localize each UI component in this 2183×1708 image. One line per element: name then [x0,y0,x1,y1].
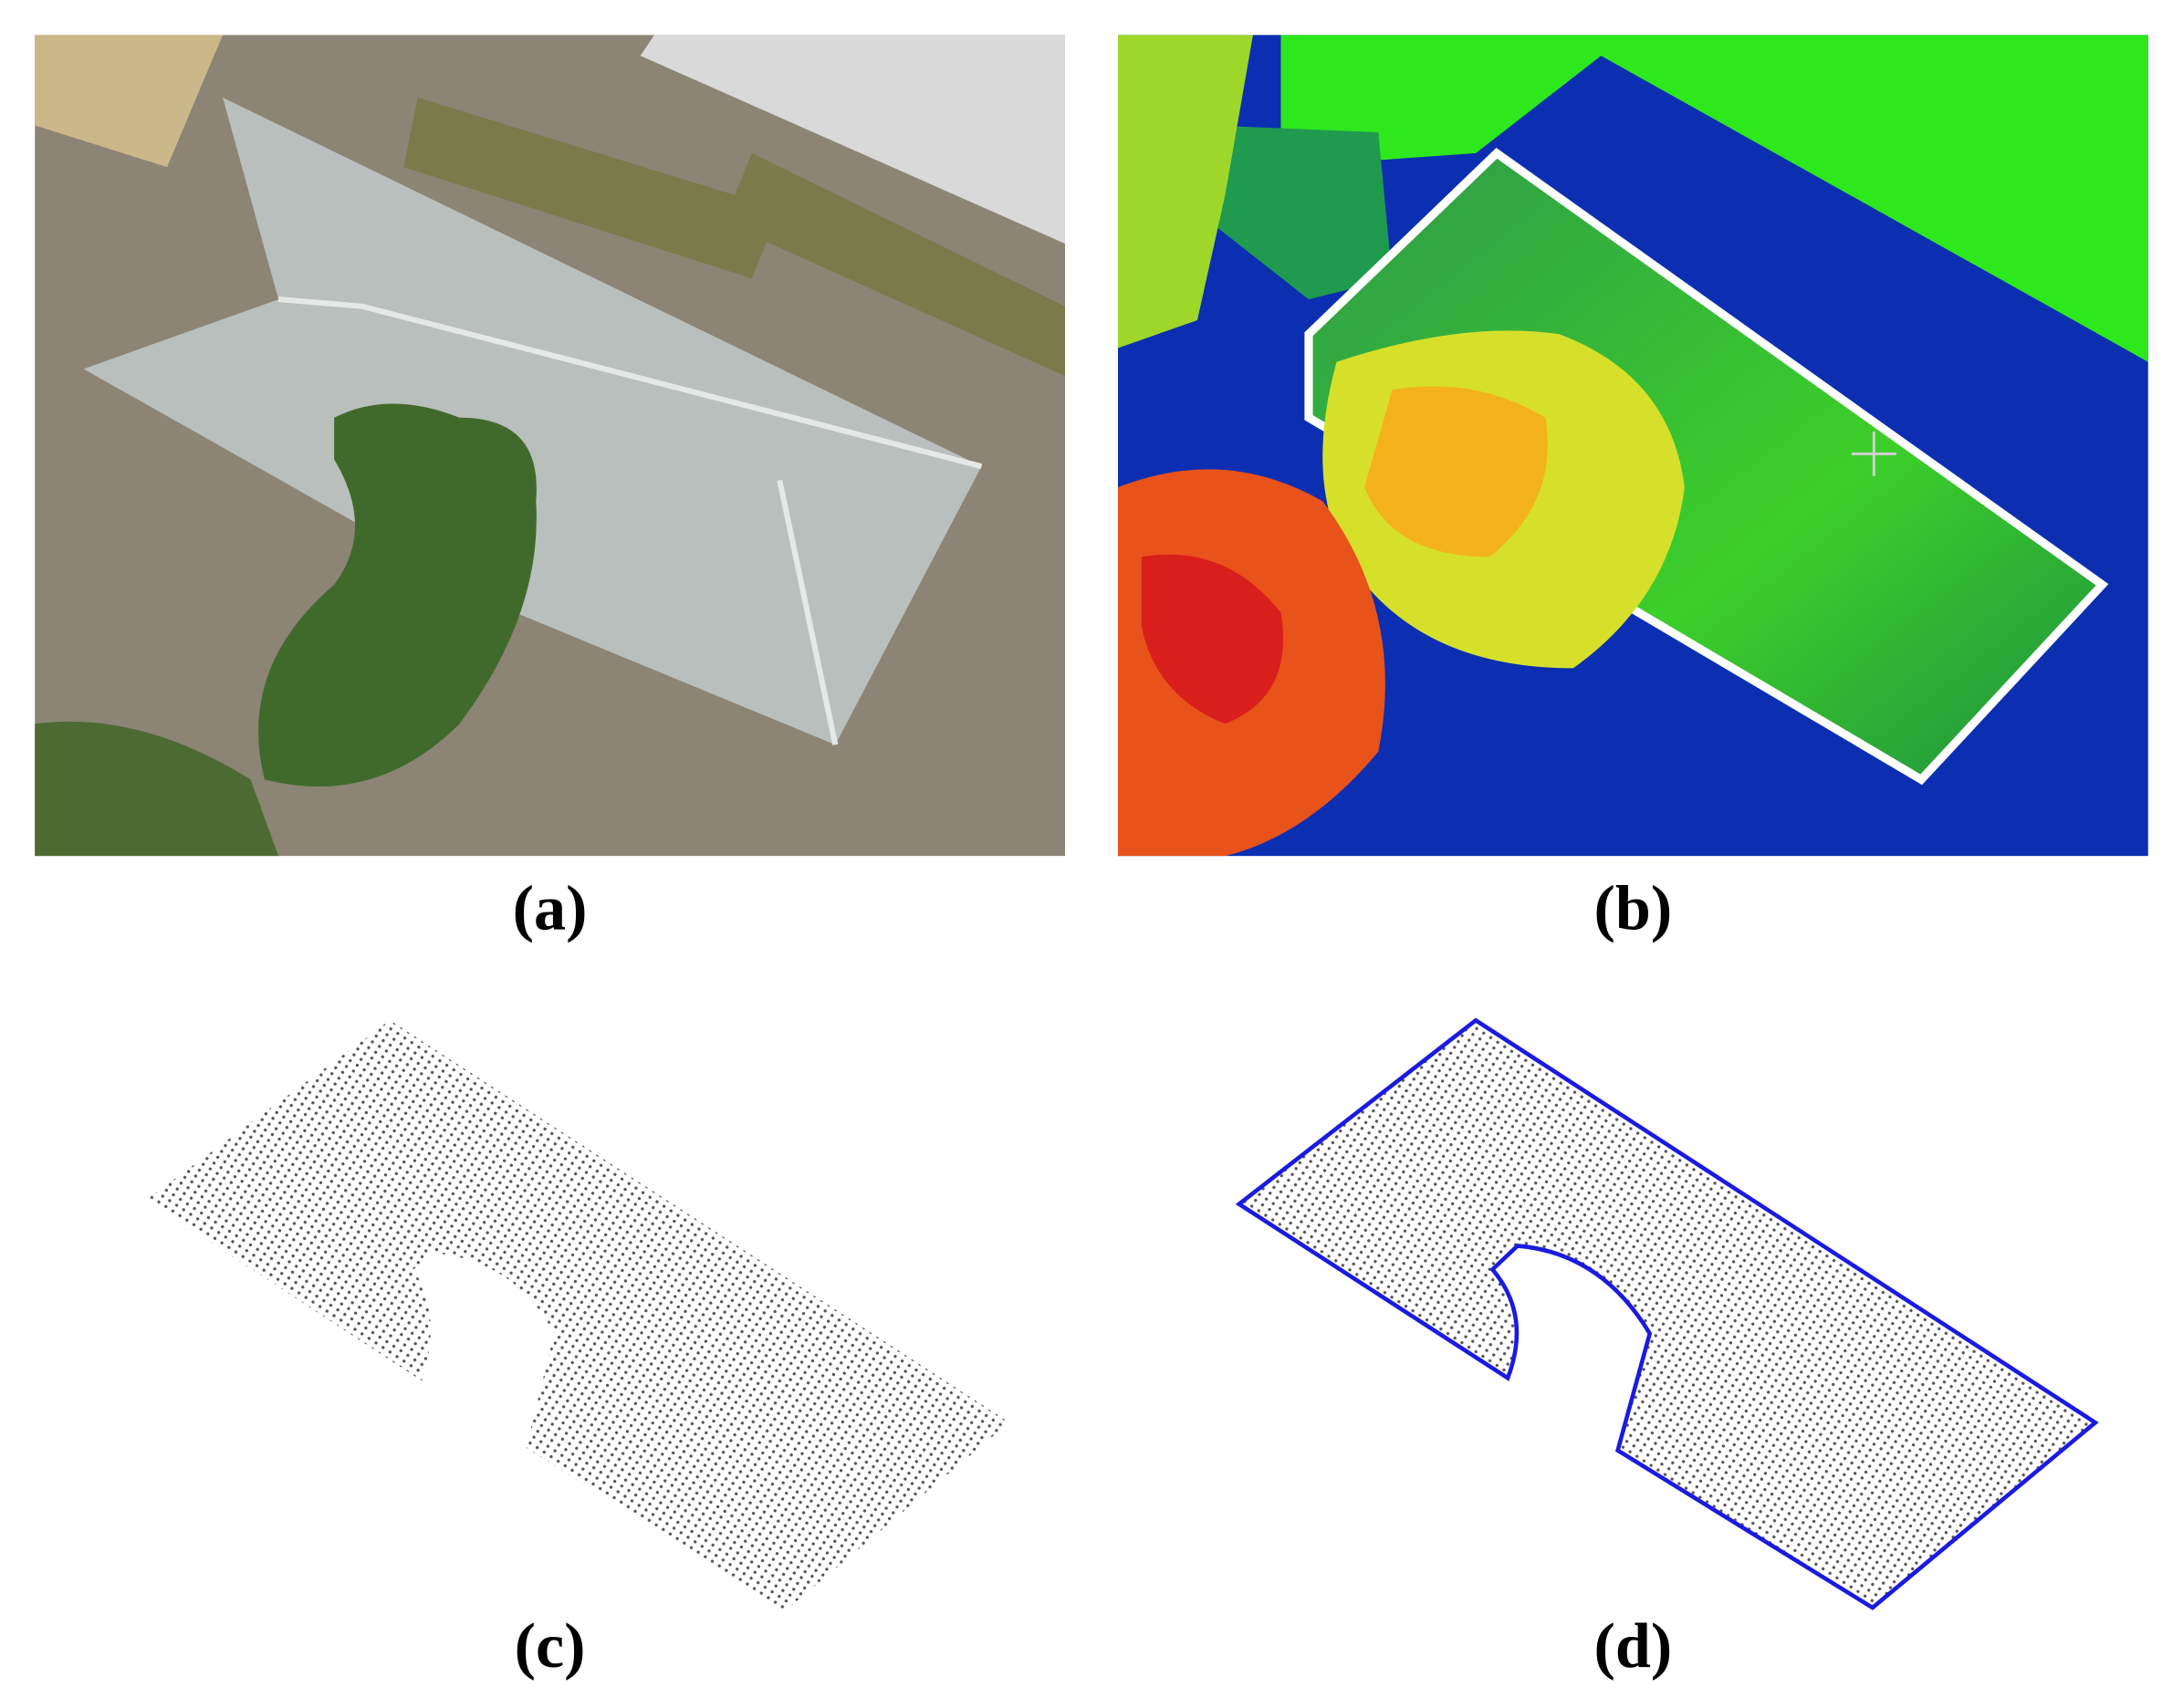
panel-label: (d) [1594,1610,1673,1682]
panel-label: (a) [513,872,588,943]
roof-points [146,1020,1009,1612]
point-cloud-height [1117,35,2148,857]
aerial-photo [35,35,1066,857]
roof-boundary [1235,1017,2099,1610]
panel-label: (c) [515,1610,586,1682]
panel-label: (b) [1594,872,1673,943]
